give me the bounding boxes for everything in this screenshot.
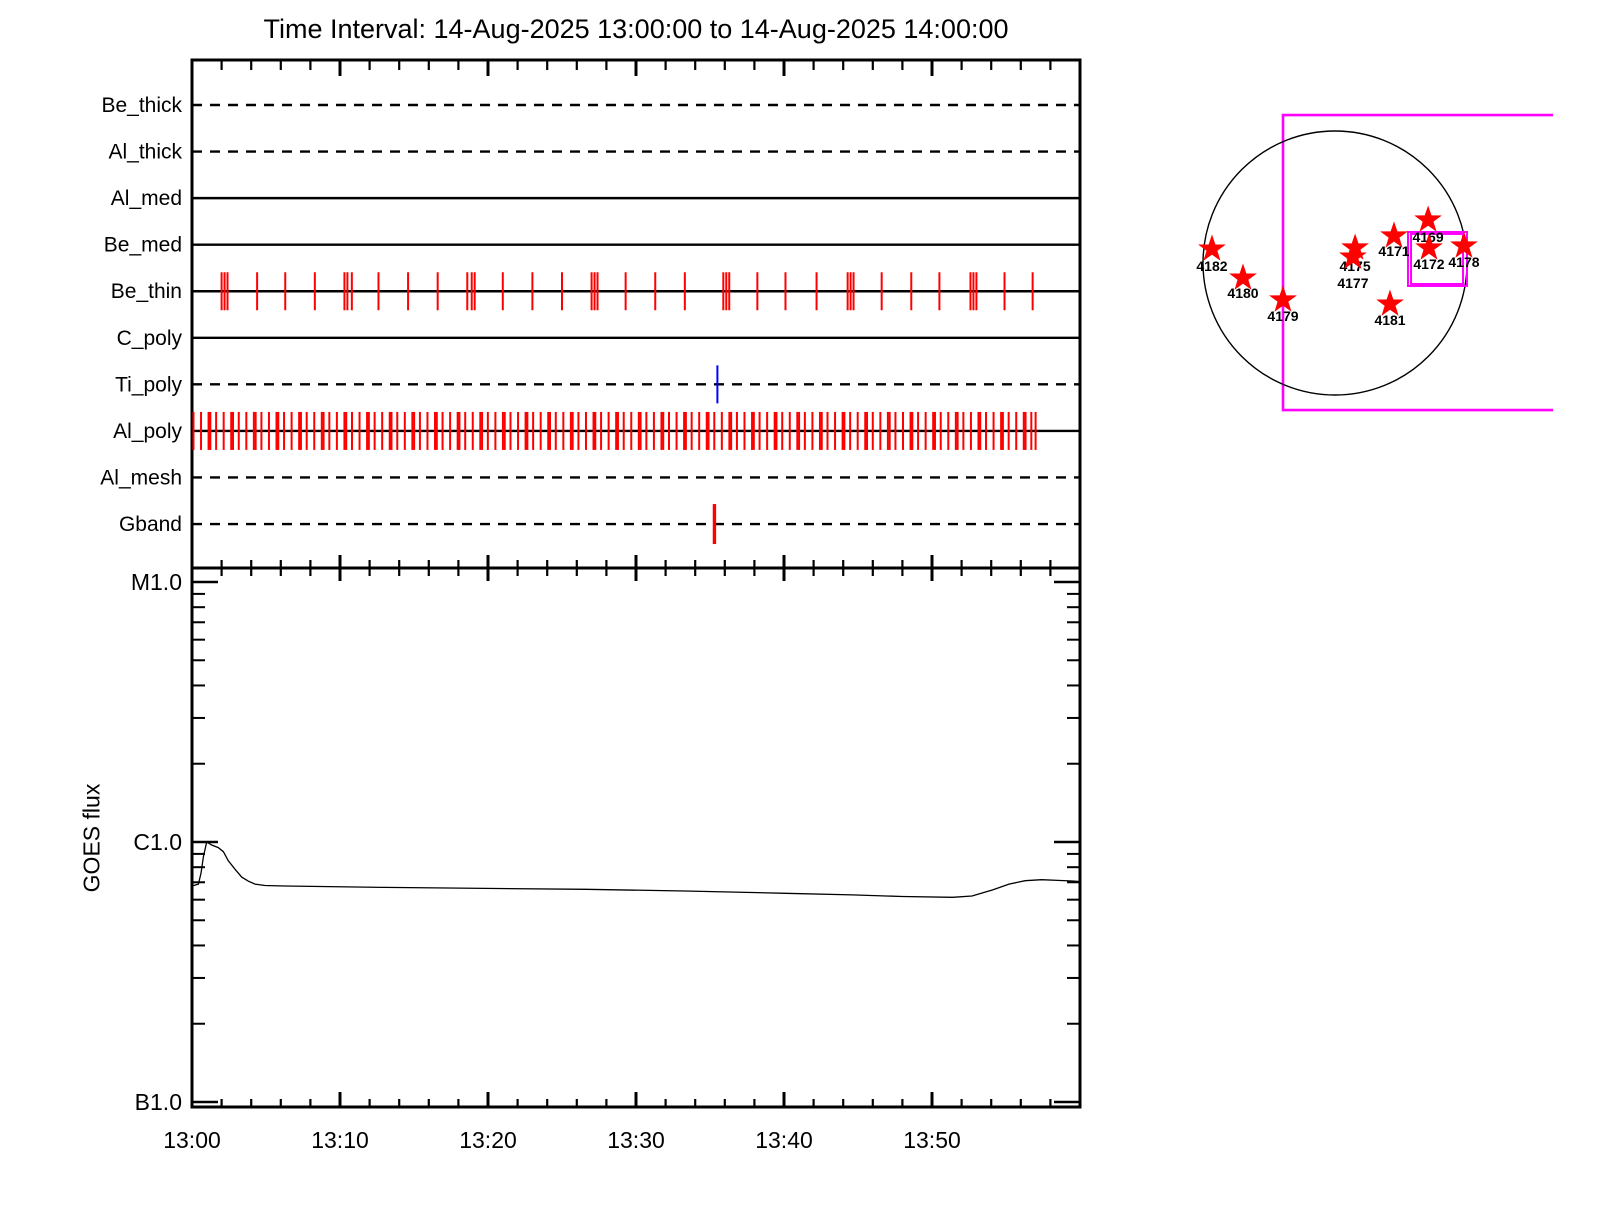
timeline-panel-border (190, 58, 1082, 570)
x-tick-label-13:10: 13:10 (311, 1127, 369, 1153)
active-region-label-4181: 4181 (1374, 312, 1405, 328)
active-region-label-4182: 4182 (1196, 258, 1227, 274)
channel-label-Be_thick: Be_thick (101, 94, 182, 117)
active-region-label-4177: 4177 (1337, 275, 1368, 291)
active-region-star-4171 (1380, 221, 1408, 248)
channel-label-Al_thick: Al_thick (108, 141, 182, 164)
channel-label-Be_thin: Be_thin (111, 280, 182, 303)
channel-label-Ti_poly: Ti_poly (115, 373, 182, 396)
y-tick-label-M1.0: M1.0 (131, 569, 182, 595)
channel-label-C_poly: C_poly (117, 327, 183, 350)
channel-label-Al_mesh: Al_mesh (100, 466, 182, 489)
active-region-star-4180 (1229, 263, 1257, 290)
active-region-label-4180: 4180 (1227, 285, 1258, 301)
filter-timeline-panel: Be_thick Al_thick Al_med Be_med Be_thin C_pol… (100, 58, 1082, 581)
x-tick-label-13:00: 13:00 (163, 1127, 221, 1153)
active-region-label-4179: 4179 (1267, 308, 1298, 324)
goes-flux-panel: B1.0 C1.0 M1.0 13:00 13:10 13:20 13:30 13:40 13:… (131, 566, 1082, 1153)
active-region-star-4169 (1414, 205, 1442, 232)
y-tick-label-B1.0: B1.0 (135, 1089, 182, 1115)
x-tick-label-13:20: 13:20 (459, 1127, 517, 1153)
channel-label-Gband: Gband (119, 513, 182, 536)
active-region-star-4181 (1376, 289, 1404, 316)
active-region-star-4182 (1198, 234, 1226, 261)
y-tick-label-C1.0: C1.0 (133, 829, 182, 855)
active-region-star-4172 (1415, 233, 1443, 260)
x-tick-label-13:40: 13:40 (755, 1127, 813, 1153)
goes-flux-curve (191, 840, 1081, 898)
x-tick-label-13:30: 13:30 (607, 1127, 665, 1153)
active-region-label-4178: 4178 (1448, 254, 1479, 270)
chart-title: Time Interval: 14-Aug-2025 13:00:00 to 1… (263, 14, 1009, 44)
channel-label-Al_poly: Al_poly (113, 420, 182, 443)
fov-box-small-inner (1410, 232, 1465, 285)
fov-box-small-outer (1406, 230, 1468, 287)
active-region-star-4179 (1269, 285, 1297, 312)
active-region-label-4171: 4171 (1378, 243, 1409, 259)
goes-flux-axis-title: GOES flux (78, 783, 105, 893)
active-region-star-4178 (1450, 231, 1478, 258)
channel-label-Al_med: Al_med (111, 187, 182, 210)
x-tick-label-13:50: 13:50 (903, 1127, 961, 1153)
goes-panel-border (190, 566, 1082, 1109)
fov-box-large (1281, 113, 1554, 412)
active-region-label-4172: 4172 (1413, 256, 1444, 272)
channel-label-Be_med: Be_med (104, 234, 182, 257)
solar-disk-panel: 4182418041794175417741714169417241784181 (1196, 113, 1554, 412)
active-region-star-4177 (1339, 242, 1367, 269)
